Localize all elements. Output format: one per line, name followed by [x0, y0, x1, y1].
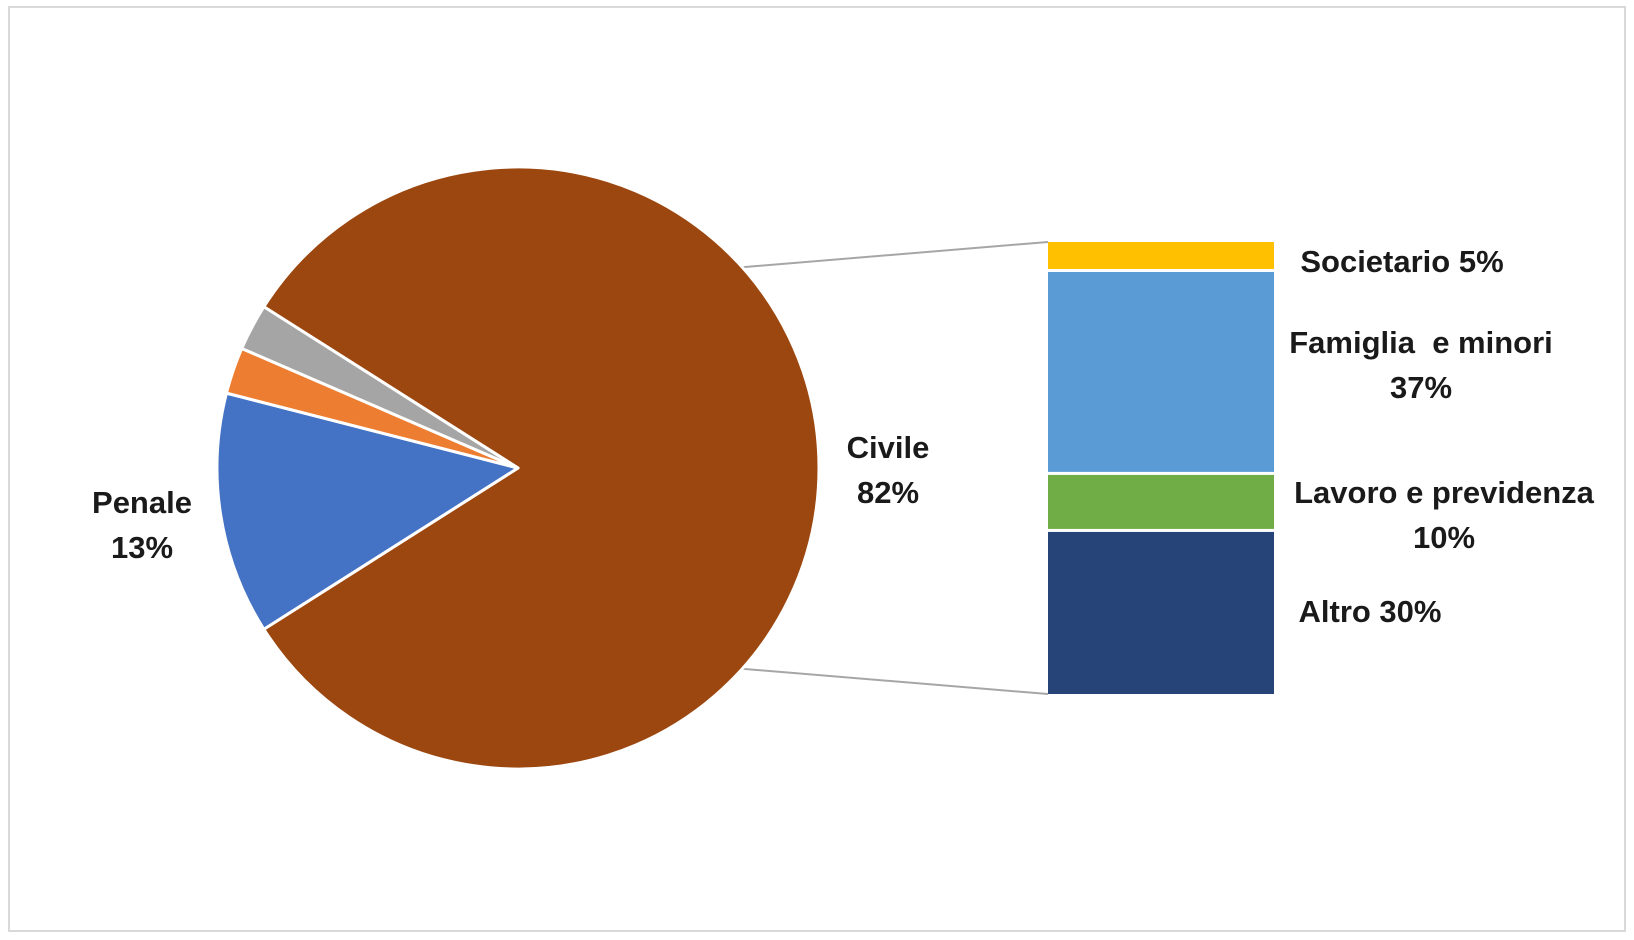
bar-segment-famiglia-e-minori — [1048, 272, 1274, 472]
pie-slice-penale — [215, 391, 520, 631]
bar-segment-societario — [1048, 242, 1274, 270]
data-labels: Civile 82% Penale 13% Societario 5% Famiglia … — [92, 244, 1595, 629]
pie-slice-slice-3 — [240, 305, 520, 470]
bar-label-lavoro-e-previdenza: Lavoro e previdenza — [1294, 475, 1595, 510]
bar-label-societario: Societario 5% — [1300, 244, 1503, 279]
bar-segment-lavoro-e-previdenza — [1048, 474, 1274, 529]
bar-segment-altro — [1048, 531, 1274, 694]
pie-value-civile: 82% — [857, 475, 919, 510]
bar-value-famiglia-e-minori: 37% — [1390, 370, 1452, 405]
bar-value-lavoro-e-previdenza: 10% — [1413, 520, 1475, 555]
pie-chart — [215, 165, 821, 771]
pie-value-penale: 13% — [111, 530, 173, 565]
bar-label-famiglia-e-minori: Famiglia e minori — [1289, 325, 1553, 360]
bar-label-altro: Altro 30% — [1299, 594, 1442, 629]
pie-label-civile: Civile — [847, 430, 930, 465]
pie-label-penale: Penale — [92, 485, 192, 520]
pie-slice-civile — [262, 165, 821, 771]
stacked-bar — [1048, 242, 1274, 694]
